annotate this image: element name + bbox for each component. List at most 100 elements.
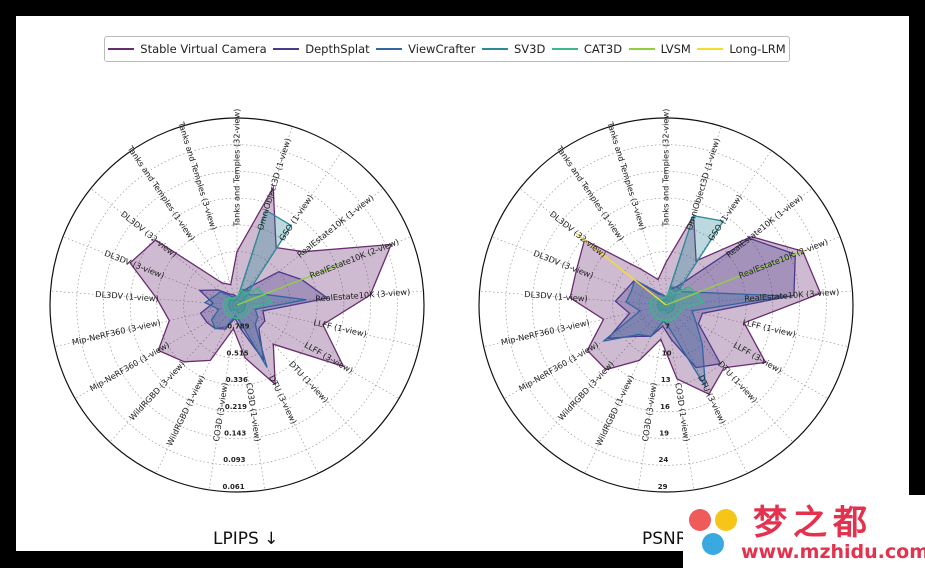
ring-label: 16 [660,403,670,411]
grid-spoke [208,304,238,490]
watermark-title: 梦之都 [753,503,873,543]
series-polygon [657,214,725,314]
ring-label: 7 [665,323,670,331]
grid-spoke [665,304,794,443]
axis-label: DL3DV (1-view) [524,289,588,304]
series-polygon [228,209,293,314]
ring-label: 24 [659,456,669,464]
axis-label: CO3D (3-view) [640,382,659,442]
grid-spoke [90,188,238,306]
legend-item: CAT3D [551,42,623,56]
axis-label: Mip-NeRF360 (3-view) [71,317,161,347]
grid-spoke [665,290,853,306]
grid-spoke [584,304,667,474]
legend-item: LVSM [628,42,691,56]
radar-chart-0: 0.789 0.515 0.336 0.219 0.143 0.093 0.061 Tanks… [49,109,425,493]
grid-spoke [236,304,266,490]
legend-item: Long-LRM [697,42,786,56]
axis-label: WildRGBD (1-view) [164,373,207,447]
radar-chart-1: 7 10 13 16 19 24 29 Tanks and Temples (32-view)… [478,109,854,493]
grid-ring [49,117,425,493]
series-polygon [198,270,330,361]
axis-label: DTU (1-view) [287,359,330,405]
legend-item: SV3D [481,42,546,56]
grid-spoke [610,126,667,306]
grid-ring [505,144,827,466]
legend-item: ViewCrafter [376,42,475,56]
axis-label: CO3D (1-view) [244,382,263,442]
grid-spoke [50,290,238,306]
series-polygon [129,185,393,386]
ring-label: 0.061 [223,483,245,491]
legend-label: LVSM [660,42,691,56]
legend-swatch [628,48,655,50]
ring-label: 19 [659,430,669,438]
grid-ring [558,197,774,413]
series-line [236,262,345,306]
grid-ring [129,197,345,413]
legend-label: ViewCrafter [408,42,476,56]
legend-swatch [273,48,300,50]
grid-spoke [236,304,365,443]
grid-spoke [62,236,238,306]
grid-spoke [74,304,238,399]
grid-spoke [155,304,238,474]
grid-spoke [491,236,667,306]
watermark-logo [689,501,739,561]
grid-spoke [109,304,238,443]
legend-item: DepthSplat [273,42,370,56]
grid-spoke [236,304,400,399]
ring-label: 0.093 [223,456,245,464]
grid-spoke [665,304,695,490]
ring-label: 10 [662,349,672,357]
grid-spoke [131,150,238,306]
legend: Stable Virtual Camera DepthSplat ViewCraft… [104,36,790,62]
series-line [665,249,806,306]
grid-spoke [236,188,384,306]
legend-swatch [551,48,578,50]
axis-label: GSO (1-view) [277,193,316,243]
grid-spoke [479,290,667,306]
axis-label: CO3D (1-view) [673,382,692,442]
legend-swatch [108,48,135,50]
ring-label: 0.143 [224,430,246,438]
grid-spoke [538,304,667,443]
legend-label: SV3D [513,42,546,56]
grid-ring [612,251,720,359]
ring-label: 0.219 [225,403,247,411]
axis-label: Mip-NeRF360 (3-view) [500,317,590,347]
legend-swatch [697,48,724,50]
grid-ring [532,171,800,439]
grid-ring [76,144,398,466]
legend-item: Stable Virtual Camera [108,42,267,56]
legend-label: CAT3D [583,42,623,56]
watermark-url: www.mzhidu.com [741,541,925,563]
legend-label: Stable Virtual Camera [140,42,267,56]
grid-spoke [637,304,667,490]
axis-label: DL3DV (1-view) [95,289,159,304]
grid-ring [103,171,371,439]
legend-swatch [376,48,403,50]
grid-spoke [181,126,238,306]
series-line [575,232,667,306]
grid-spoke [236,290,424,306]
legend-label: Long-LRM [729,42,786,56]
axis-label: DL3DV (32-view) [548,209,608,260]
ring-label: 29 [658,483,668,491]
ring-label: 13 [661,376,671,384]
chart-title-lpips: LPIPS ↓ [213,529,279,549]
grid-ring [478,117,854,493]
ring-label: 0.336 [226,376,248,384]
grid-spoke [665,304,748,474]
axis-label: Tanks and Temples (32-view) [231,109,241,228]
grid-spoke [560,150,667,306]
legend-swatch [481,48,508,50]
series-polygon [603,279,787,388]
watermark: 梦之都 www.mzhidu.com [683,495,925,568]
axis-label: Tanks and Temples (32-view) [660,109,670,228]
axis-label: DTU (3-view) [267,373,299,425]
axis-label: WildRGBD (1-view) [593,373,636,447]
grid-spoke [665,188,813,306]
